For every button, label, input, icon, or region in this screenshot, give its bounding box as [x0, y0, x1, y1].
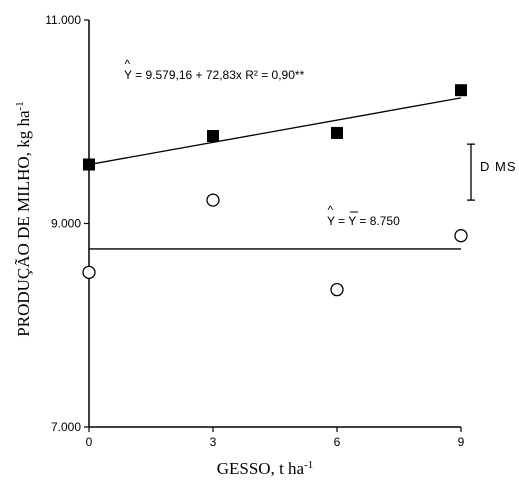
x-tick-label: 0: [86, 435, 93, 449]
fit-line-1: [88, 97, 462, 166]
y-tick-label: 7.000: [51, 420, 81, 434]
x-axis-title-sup: -1: [304, 459, 313, 471]
x-axis-title: GESSO, t ha-1: [217, 459, 314, 478]
equation-linear: Y = 9.579,16 + 72,83x R² = 0,90**: [124, 68, 305, 82]
equation-mean-hat: ^: [328, 203, 334, 217]
fit-lines: [88, 97, 462, 250]
y-tick-label: 9.000: [51, 217, 81, 231]
point-circle: [206, 193, 220, 207]
point-circle: [330, 282, 344, 297]
dms-bar: [467, 143, 475, 201]
equation-mean: Y = Y = 8.750: [327, 214, 400, 228]
point-square: [207, 129, 219, 142]
y-axis-title-sup: -1: [14, 101, 26, 110]
point-square: [331, 126, 343, 139]
y-tick-label: 11.000: [45, 13, 81, 27]
x-tick-label: 9: [458, 435, 465, 449]
x-tick-label: 3: [210, 435, 217, 449]
point-square: [455, 84, 467, 97]
x-tick-label: 6: [334, 435, 341, 449]
data-points: [82, 84, 468, 297]
dms-label: D MS: [480, 159, 517, 174]
y-axis-title: PRODUÇÃO DE MILHO, kg ha-1: [14, 101, 33, 336]
ticks: 7.000 9.000 11.000 0 3 6 9: [45, 13, 464, 449]
point-circle: [82, 265, 96, 279]
equation-linear-hat: ^: [125, 57, 131, 71]
y-axis-title-main: PRODUÇÃO DE MILHO, kg ha: [14, 110, 33, 337]
x-axis-title-main: GESSO, t ha: [217, 459, 305, 478]
point-circle: [454, 229, 468, 243]
point-square: [83, 158, 95, 171]
